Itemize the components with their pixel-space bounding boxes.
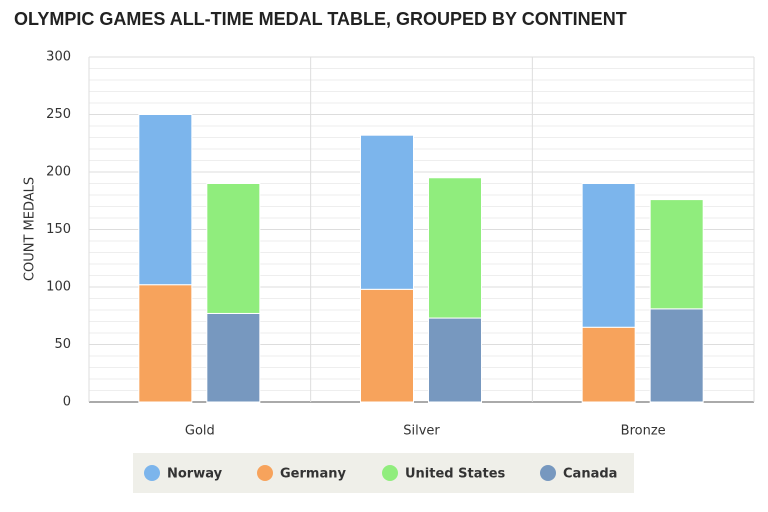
y-tick-label: 0 — [63, 395, 71, 410]
bar — [428, 177, 482, 319]
bar — [649, 199, 704, 310]
legend-marker — [144, 465, 160, 481]
legend-marker — [382, 465, 398, 481]
bar — [649, 308, 704, 403]
y-tick-label: 300 — [46, 50, 71, 65]
legend-label: Norway — [167, 467, 223, 482]
y-tick-label: 200 — [46, 165, 71, 180]
bar — [138, 114, 193, 286]
y-axis-label: COUNT MEDALS — [23, 177, 38, 281]
legend-label: United States — [405, 467, 506, 482]
bar — [581, 183, 636, 328]
legend-label: Germany — [280, 467, 346, 482]
bar — [206, 312, 261, 403]
y-tick-label: 50 — [54, 337, 71, 352]
bar — [360, 288, 414, 403]
y-tick-label: 150 — [46, 222, 71, 237]
bar — [581, 326, 636, 403]
x-tick-label: Bronze — [621, 424, 666, 439]
legend-marker — [540, 465, 556, 481]
bar — [360, 134, 414, 290]
bar — [428, 317, 482, 403]
bar — [138, 284, 193, 403]
legend-label: Canada — [563, 467, 617, 482]
legend-marker — [257, 465, 273, 481]
y-tick-label: 250 — [46, 107, 71, 122]
y-tick-label: 100 — [46, 280, 71, 295]
chart-title: OLYMPIC GAMES ALL-TIME MEDAL TABLE, GROU… — [14, 9, 627, 29]
bar — [206, 183, 261, 314]
x-tick-label: Silver — [403, 424, 440, 439]
x-tick-label: Gold — [185, 424, 215, 439]
